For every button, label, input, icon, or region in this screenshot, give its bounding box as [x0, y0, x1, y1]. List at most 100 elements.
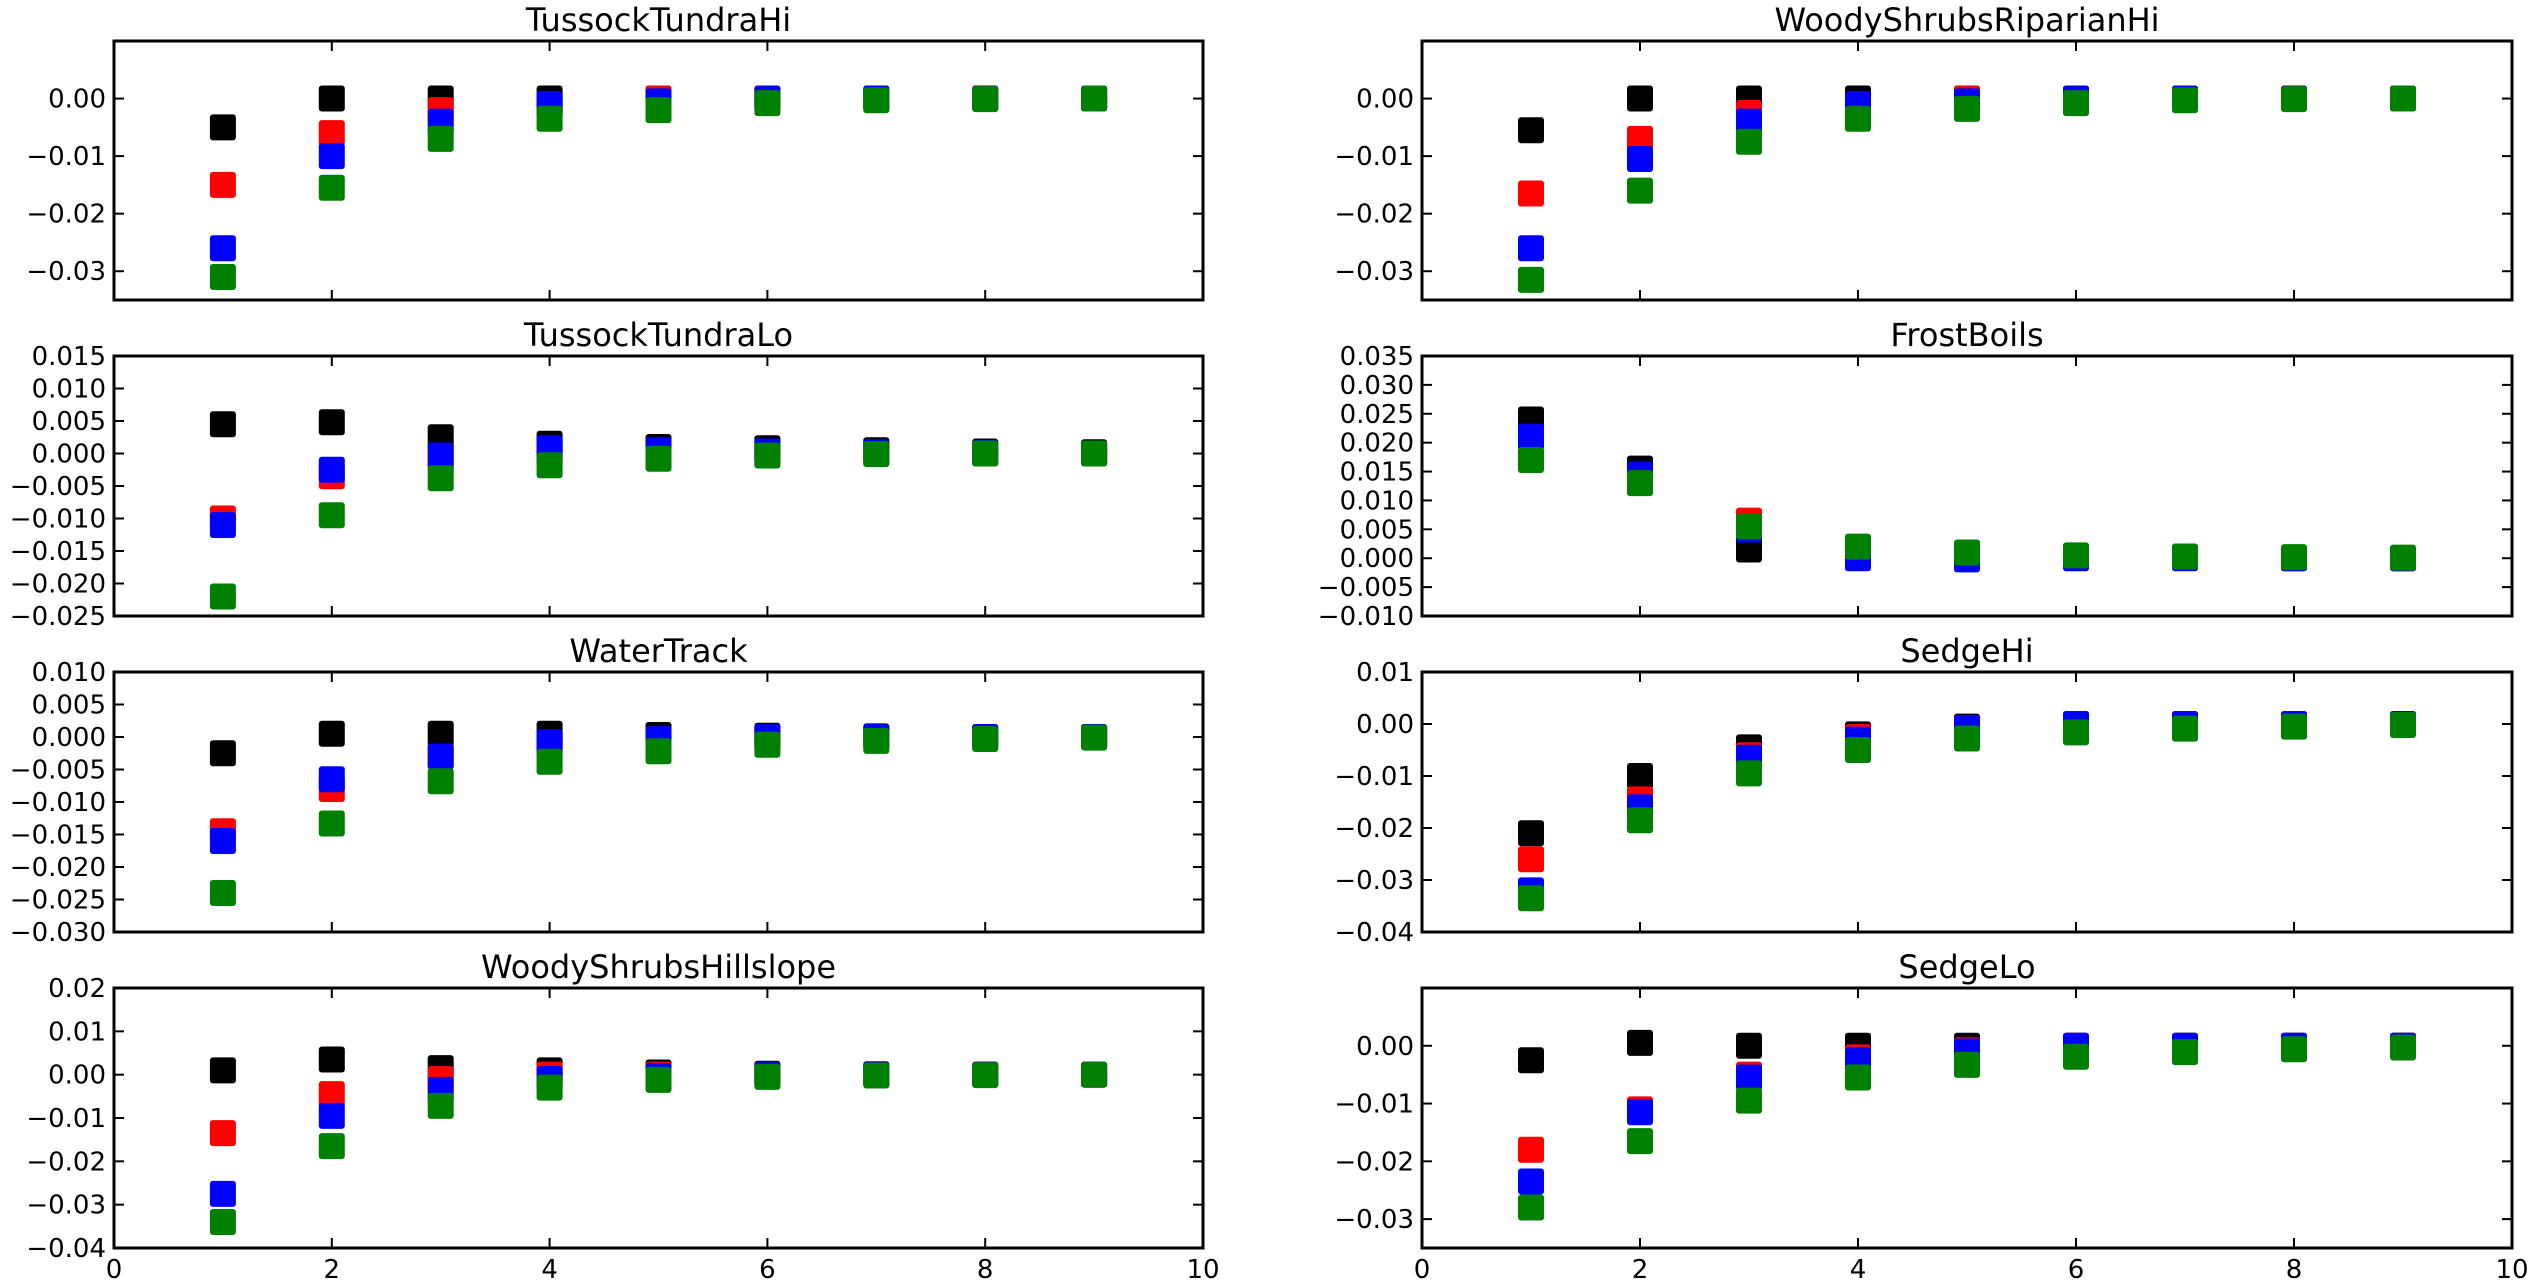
y-tick-label: −0.010	[10, 505, 106, 535]
data-point-s3	[209, 583, 236, 610]
data-point-s3	[2390, 1034, 2416, 1061]
data-point-s0	[427, 720, 454, 747]
panel-7: SedgeLo −0.03 −0.02 −0.01 0.00 0 2 4 6 8 10	[1334, 948, 2528, 1282]
data-point-s3	[536, 105, 563, 132]
data-point-s3	[209, 1209, 236, 1235]
plot-area	[209, 85, 1108, 290]
data-point-s3	[1736, 128, 1762, 155]
x-tick-label: 2	[324, 1255, 341, 1282]
y-tick-label: −0.005	[1318, 573, 1414, 603]
panel-2: TussockTundraLo −0.025−0.020−0.015−0.010−…	[10, 316, 1205, 632]
data-point-s3	[1081, 440, 1108, 467]
data-point-s3	[863, 727, 890, 754]
data-point-s3	[427, 768, 454, 795]
data-point-s3	[972, 1062, 999, 1089]
x-tick-label: 6	[2068, 1255, 2085, 1282]
data-point-s0	[318, 409, 345, 436]
y-tick-label: −0.015	[10, 537, 106, 567]
panel-title: TussockTundraLo	[523, 316, 793, 354]
data-point-s3	[1845, 533, 1871, 560]
data-point-s3	[1736, 513, 1762, 540]
x-tick-label: 10	[2495, 1255, 2528, 1282]
y-tick-label: 0.010	[32, 658, 106, 688]
y-tick-label: −0.005	[10, 472, 106, 502]
axes-frame	[1420, 986, 2514, 1250]
y-tick-label: −0.01	[26, 142, 106, 172]
x-tick-label: 4	[541, 1255, 558, 1282]
x-tick-label: 10	[1186, 1255, 1219, 1282]
data-point-s2	[209, 1180, 236, 1207]
data-point-s3	[645, 1066, 672, 1093]
data-point-s3	[1627, 177, 1653, 204]
y-tick-label: 0.020	[1340, 429, 1414, 459]
data-point-s3	[645, 738, 672, 765]
y-tick-label: −0.020	[10, 853, 106, 883]
y-tick-label: −0.02	[26, 200, 106, 230]
data-point-s3	[536, 1074, 563, 1101]
x-tick-label: 6	[759, 1255, 776, 1282]
y-tick-label: 0.01	[1356, 658, 1414, 688]
data-point-s3	[754, 442, 781, 469]
y-tick-label: −0.025	[10, 602, 106, 632]
y-tick-label: 0.005	[32, 407, 106, 437]
axes-frame	[1420, 39, 2514, 302]
x-tick-label: 0	[106, 1255, 123, 1282]
panel-title: WaterTrack	[569, 632, 748, 670]
data-point-s0	[209, 411, 236, 438]
data-point-s3	[1081, 724, 1108, 751]
y-tick-label: −0.030	[10, 918, 106, 948]
y-tick-label: 0.01	[48, 1017, 106, 1047]
y-tick-label: 0.005	[32, 691, 106, 721]
data-point-s3	[2390, 712, 2416, 739]
y-tick-label: −0.03	[1334, 1205, 1414, 1235]
data-point-s0	[1518, 820, 1544, 847]
data-point-s3	[427, 1092, 454, 1119]
data-point-s0	[1736, 536, 1762, 563]
y-tick-label: 0.030	[1340, 371, 1414, 401]
data-point-s3	[1518, 266, 1544, 293]
data-point-s3	[2281, 713, 2307, 740]
data-point-s1	[1627, 125, 1653, 152]
data-point-s0	[1627, 85, 1653, 112]
data-point-s3	[754, 1063, 781, 1090]
y-tick-label: −0.02	[1334, 814, 1414, 844]
data-point-s3	[1845, 737, 1871, 763]
data-point-s0	[318, 720, 345, 747]
data-point-s3	[1627, 470, 1653, 497]
axes-frame	[112, 39, 1205, 302]
data-point-s3	[536, 452, 563, 479]
data-point-s3	[1081, 85, 1108, 112]
data-point-s1	[1518, 1136, 1544, 1163]
panel-4: WaterTrack −0.030−0.025−0.020−0.015−0.010…	[10, 632, 1205, 948]
data-point-s3	[972, 440, 999, 467]
y-tick-label: 0.015	[32, 342, 106, 372]
axes-frame	[1420, 354, 2514, 618]
y-tick-label: −0.04	[26, 1234, 106, 1264]
data-point-s3	[754, 731, 781, 758]
data-point-s3	[1954, 725, 1980, 752]
y-tick-label: −0.010	[1318, 602, 1414, 632]
plot-area	[1518, 711, 2416, 912]
y-tick-label: 0.000	[32, 440, 106, 470]
x-tick-label: 8	[2286, 1255, 2303, 1282]
data-point-s2	[318, 143, 345, 170]
panel-5: SedgeHi −0.04 −0.03 −0.02 −0.01 0.00 0.01	[1334, 632, 2514, 948]
data-point-s3	[1954, 95, 1980, 122]
data-point-s0	[1627, 763, 1653, 789]
y-tick-label: 0.010	[32, 375, 106, 405]
y-tick-label: −0.02	[1334, 200, 1414, 230]
plot-area	[209, 409, 1108, 610]
plot-area	[1518, 1029, 2416, 1221]
data-point-s0	[1736, 1032, 1762, 1059]
y-tick-label: −0.03	[1334, 866, 1414, 896]
data-point-s2	[209, 235, 236, 262]
data-point-s3	[2281, 86, 2307, 113]
panel-title: SedgeLo	[1898, 948, 2035, 986]
data-point-s3	[863, 441, 890, 468]
data-point-s3	[1845, 105, 1871, 132]
data-point-s3	[2172, 543, 2198, 570]
data-point-s3	[318, 1133, 345, 1160]
data-point-s3	[1518, 885, 1544, 912]
data-point-s2	[427, 743, 454, 770]
data-point-s3	[2281, 544, 2307, 571]
